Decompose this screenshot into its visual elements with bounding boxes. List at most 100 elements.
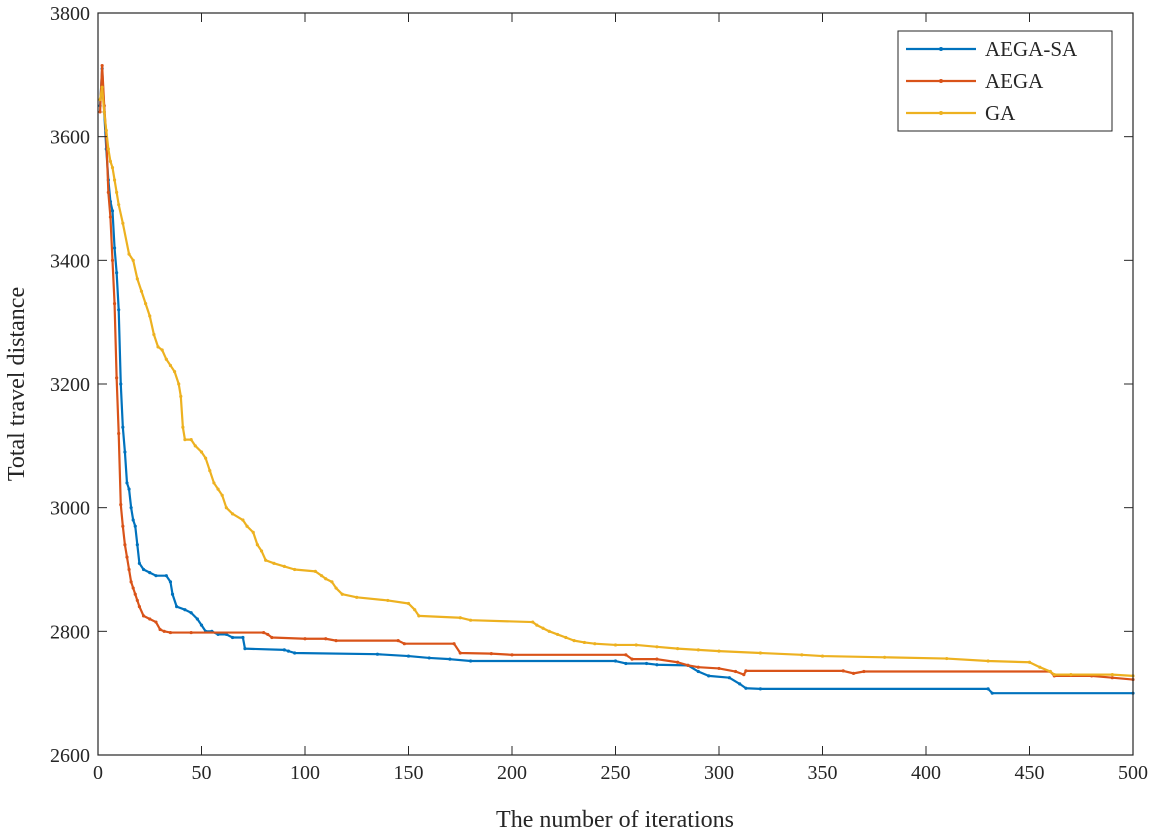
data-point (986, 687, 990, 691)
data-point (139, 289, 144, 293)
legend-label: AEGA (985, 69, 1044, 93)
data-point (230, 635, 235, 640)
data-point (110, 165, 115, 170)
data-point (582, 640, 587, 645)
data-point (255, 543, 259, 547)
data-point (531, 620, 535, 624)
data-point (158, 627, 162, 632)
data-point (851, 671, 856, 675)
data-point (141, 614, 146, 618)
data-point (224, 506, 228, 510)
data-point (100, 85, 104, 89)
data-point (110, 209, 115, 213)
series-ga (98, 85, 1135, 678)
data-point (133, 592, 137, 596)
data-point (1052, 673, 1056, 677)
x-tick-label: 300 (704, 762, 734, 784)
data-point (489, 651, 493, 656)
data-point (452, 642, 456, 646)
data-point (744, 669, 748, 673)
data-point (402, 642, 406, 646)
data-point (119, 382, 123, 386)
data-point (251, 530, 255, 535)
data-point (117, 308, 121, 312)
data-point (208, 468, 212, 473)
data-point (230, 512, 235, 516)
data-point (110, 258, 115, 262)
data-point (655, 657, 659, 661)
data-point (655, 645, 659, 649)
x-axis-label: The number of iterations (496, 807, 734, 833)
data-point (945, 656, 949, 661)
data-point (547, 629, 551, 633)
data-point (100, 63, 104, 68)
x-tick-label: 500 (1118, 762, 1148, 784)
data-point (175, 605, 179, 609)
x-tick-label: 450 (1015, 762, 1045, 784)
data-point (510, 653, 514, 657)
data-point (282, 648, 286, 652)
data-point (293, 567, 297, 572)
data-point (717, 649, 721, 653)
data-point (189, 438, 193, 442)
data-point (117, 431, 121, 436)
data-point (108, 215, 113, 219)
data-point (717, 666, 721, 671)
data-point (334, 639, 338, 643)
data-point (564, 635, 568, 640)
data-point (758, 687, 763, 691)
data-point (293, 651, 297, 655)
legend-marker (939, 47, 943, 51)
data-point (121, 221, 125, 225)
data-point (179, 394, 183, 398)
data-point (303, 637, 307, 641)
data-point (193, 444, 197, 448)
data-point (160, 348, 164, 352)
data-point (98, 110, 102, 114)
data-point (330, 580, 334, 584)
data-point (282, 564, 286, 569)
data-point (183, 608, 187, 612)
data-point (129, 580, 133, 584)
data-point (676, 660, 680, 664)
data-point (334, 586, 338, 590)
data-point (427, 656, 431, 660)
data-point (141, 567, 146, 572)
data-point (131, 258, 135, 262)
y-tick-label: 3800 (50, 3, 90, 25)
data-point (744, 686, 748, 690)
data-point (181, 425, 185, 429)
data-point (686, 663, 690, 667)
data-point (115, 271, 119, 275)
data-point (98, 97, 102, 102)
data-point (986, 659, 990, 663)
x-tick-label: 150 (394, 762, 424, 784)
data-point (696, 648, 700, 652)
data-point (104, 128, 108, 133)
series-line (98, 86, 1134, 677)
data-point (212, 481, 216, 485)
data-point (469, 618, 473, 622)
data-point (572, 639, 576, 643)
data-point (655, 663, 659, 667)
legend-label: GA (985, 101, 1016, 125)
data-point (108, 159, 113, 163)
data-point (458, 651, 462, 655)
data-point (593, 642, 597, 646)
x-tick-label: 350 (808, 762, 838, 784)
data-point (707, 674, 711, 678)
data-point (270, 635, 274, 640)
data-point (355, 595, 359, 599)
data-point (413, 608, 417, 612)
data-point (541, 626, 545, 630)
data-point (129, 506, 133, 510)
data-point (1048, 669, 1052, 674)
series-line (98, 64, 1134, 681)
data-point (742, 673, 746, 677)
data-point (123, 543, 127, 547)
y-tick-label: 3200 (50, 374, 90, 396)
data-point (340, 592, 344, 596)
data-point (820, 654, 825, 658)
data-point (154, 620, 158, 624)
data-point (199, 623, 204, 627)
